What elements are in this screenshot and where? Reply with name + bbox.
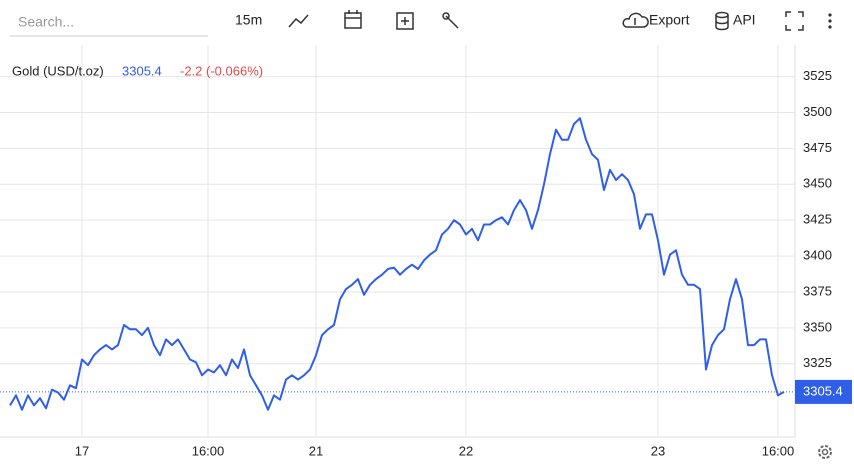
legend-title: Gold (USD/t.oz) — [12, 63, 104, 78]
y-tick-label: 3525 — [803, 68, 832, 83]
chart-type-icon[interactable] — [288, 14, 309, 28]
y-tick-label: 3475 — [803, 140, 832, 155]
legend-change: -2.2 (-0.066%) — [180, 63, 263, 78]
y-tick-label: 3450 — [803, 176, 832, 191]
search-placeholder[interactable]: Search... — [18, 14, 74, 30]
export-icon[interactable] — [622, 12, 649, 28]
y-tick-label: 3500 — [803, 104, 832, 119]
fullscreen-icon[interactable] — [785, 11, 804, 31]
settings-wrench-icon[interactable] — [442, 12, 459, 29]
add-indicator-icon[interactable] — [396, 12, 414, 30]
gear-icon[interactable] — [818, 445, 832, 459]
legend-last-value: 3305.4 — [122, 63, 162, 78]
x-tick-label: 17 — [75, 443, 89, 458]
plot-area: 17 16:00 21 22 23 16:00 — [0, 45, 795, 458]
x-tick-label: 16:00 — [762, 443, 795, 458]
export-button[interactable]: Export — [649, 12, 690, 28]
y-tick-label: 3400 — [803, 248, 832, 263]
x-tick-label: 16:00 — [192, 443, 225, 458]
x-tick-label: 22 — [459, 443, 473, 458]
x-tick-label: 23 — [651, 443, 665, 458]
price-line — [9, 117, 785, 411]
x-tick-label: 21 — [309, 443, 323, 458]
last-price-label: 3305.4 — [803, 383, 843, 398]
more-menu-icon[interactable] — [828, 13, 832, 29]
interval-button[interactable]: 15m — [235, 12, 262, 28]
api-icon[interactable] — [715, 11, 729, 31]
y-tick-label: 3425 — [803, 212, 832, 227]
api-button[interactable]: API — [733, 12, 756, 28]
toolbar: Search... 15m Export API — [10, 8, 832, 37]
last-price-tag — [795, 379, 852, 404]
search-box[interactable] — [10, 8, 208, 36]
axes: 3325 3350 3375 3400 3425 3450 3475 3500 3525 3305… — [795, 68, 852, 404]
y-tick-label: 3350 — [803, 319, 832, 334]
y-tick-label: 3375 — [803, 283, 832, 298]
calendar-icon[interactable] — [344, 10, 362, 29]
y-tick-label: 3325 — [803, 355, 832, 370]
